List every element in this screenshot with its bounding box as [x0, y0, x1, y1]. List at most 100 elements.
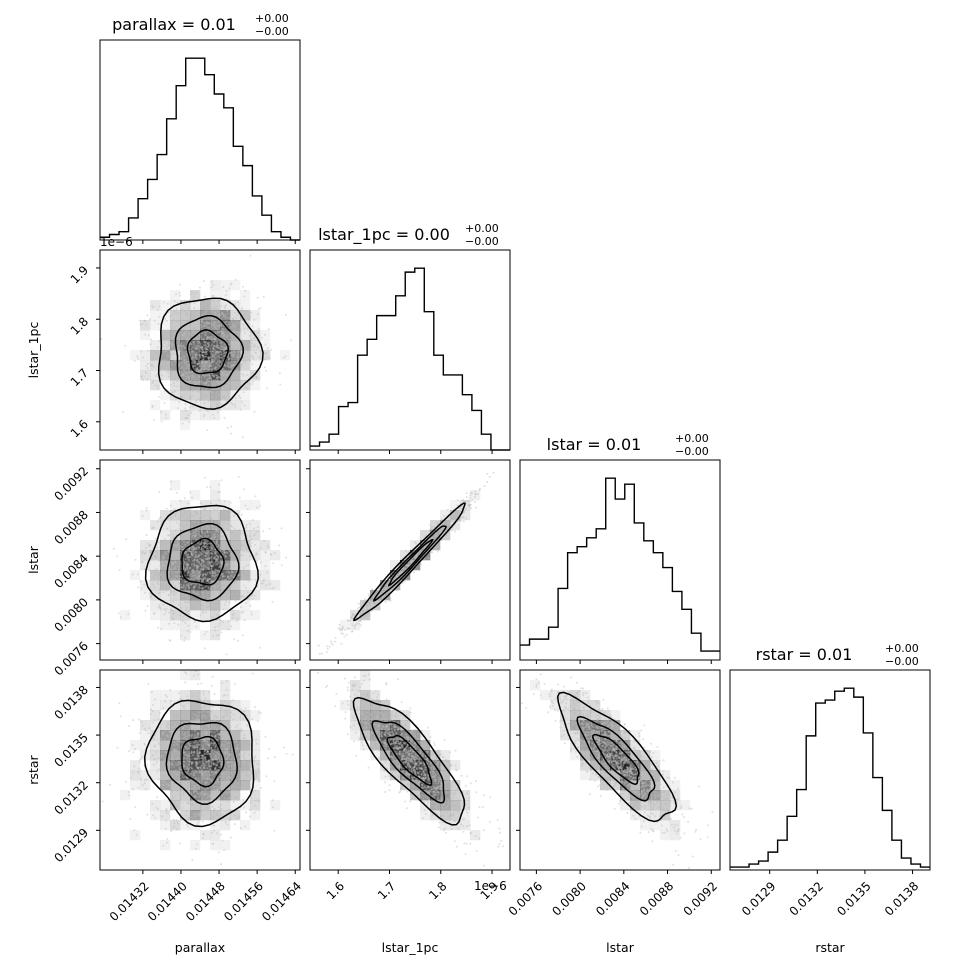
sample-point — [208, 395, 211, 398]
sample-point — [211, 307, 214, 309]
density-cell — [610, 780, 621, 791]
sample-point — [205, 589, 208, 592]
sample-point — [168, 541, 171, 544]
sample-point — [141, 378, 144, 381]
sample-point — [165, 364, 168, 367]
sample-point — [198, 771, 201, 774]
sample-point — [255, 375, 258, 378]
sample-point — [221, 586, 224, 589]
density-cell — [580, 770, 591, 781]
sample-point — [186, 533, 189, 536]
sample-point — [200, 368, 203, 371]
sample-point — [163, 341, 166, 344]
density-cell — [130, 760, 141, 771]
sample-point — [207, 549, 210, 552]
sample-point — [194, 354, 197, 357]
density-cell — [140, 350, 151, 361]
sample-point — [202, 569, 205, 572]
density-cell — [200, 530, 211, 541]
sample-point — [231, 379, 234, 382]
sample-point — [200, 320, 203, 323]
sample-point — [238, 779, 241, 782]
density-cell — [170, 600, 181, 611]
sample-point — [170, 769, 173, 772]
sample-point — [236, 368, 239, 371]
sample-point — [253, 527, 255, 530]
density-cell — [240, 600, 251, 611]
sample-point — [137, 573, 140, 576]
sample-point — [228, 781, 230, 784]
sample-point — [203, 363, 206, 366]
sample-point — [178, 779, 181, 782]
sample-point — [215, 769, 218, 771]
density-cell — [190, 370, 201, 381]
sample-point — [151, 406, 154, 408]
sample-point — [222, 387, 225, 390]
sample-point — [164, 694, 167, 697]
density-cell — [190, 310, 201, 321]
sample-point — [201, 608, 204, 611]
sample-point — [229, 587, 232, 590]
sample-point — [172, 340, 175, 343]
density-cell — [420, 750, 431, 761]
sample-point — [206, 374, 209, 377]
sample-point — [211, 635, 214, 638]
sample-point — [239, 344, 242, 347]
sample-point — [225, 711, 227, 714]
sample-point — [204, 521, 207, 524]
sample-point — [245, 564, 248, 567]
density-cell — [230, 570, 241, 581]
sample-point — [200, 351, 203, 354]
sample-point — [198, 721, 201, 724]
sample-point — [190, 604, 192, 607]
sample-point — [131, 573, 134, 576]
sample-point — [245, 586, 248, 589]
sample-point — [213, 552, 216, 555]
sample-point — [215, 351, 218, 354]
sample-point — [196, 330, 199, 333]
sample-point — [224, 749, 227, 752]
density-cell — [570, 720, 581, 731]
sample-point — [238, 528, 241, 531]
sample-point — [211, 310, 214, 312]
sample-point — [201, 360, 204, 363]
sample-point — [204, 565, 207, 568]
density-cell — [580, 720, 591, 731]
sample-point — [201, 391, 203, 394]
sample-point — [218, 561, 221, 564]
sample-point — [214, 383, 217, 386]
sample-point — [215, 391, 218, 394]
sample-point — [230, 351, 233, 354]
sample-point — [228, 323, 231, 326]
sample-point — [215, 362, 218, 365]
sample-point — [240, 338, 243, 341]
sample-point — [221, 332, 223, 335]
density-cell — [170, 770, 181, 781]
sample-point — [474, 506, 477, 509]
sample-point — [239, 331, 242, 334]
density-cell — [160, 780, 171, 791]
density-cell — [220, 730, 231, 741]
sample-point — [189, 758, 192, 761]
sample-point — [205, 382, 208, 384]
sample-point — [253, 804, 256, 807]
density-cell — [410, 740, 421, 751]
sample-point — [179, 553, 182, 556]
sample-point — [284, 355, 287, 358]
sample-point — [269, 553, 272, 556]
sample-point — [229, 530, 232, 532]
sample-point — [259, 307, 262, 309]
sample-point — [214, 367, 216, 370]
sample-point — [201, 361, 204, 364]
density-cell — [610, 760, 621, 771]
sample-point — [210, 524, 213, 527]
sample-point — [214, 349, 217, 352]
density-cell — [220, 340, 231, 351]
sample-point — [206, 486, 208, 488]
sample-point — [209, 518, 212, 521]
density-cell — [180, 300, 191, 311]
sample-point — [153, 758, 156, 761]
density-cell — [180, 380, 191, 391]
sample-point — [219, 803, 222, 806]
density-cell — [180, 690, 191, 701]
